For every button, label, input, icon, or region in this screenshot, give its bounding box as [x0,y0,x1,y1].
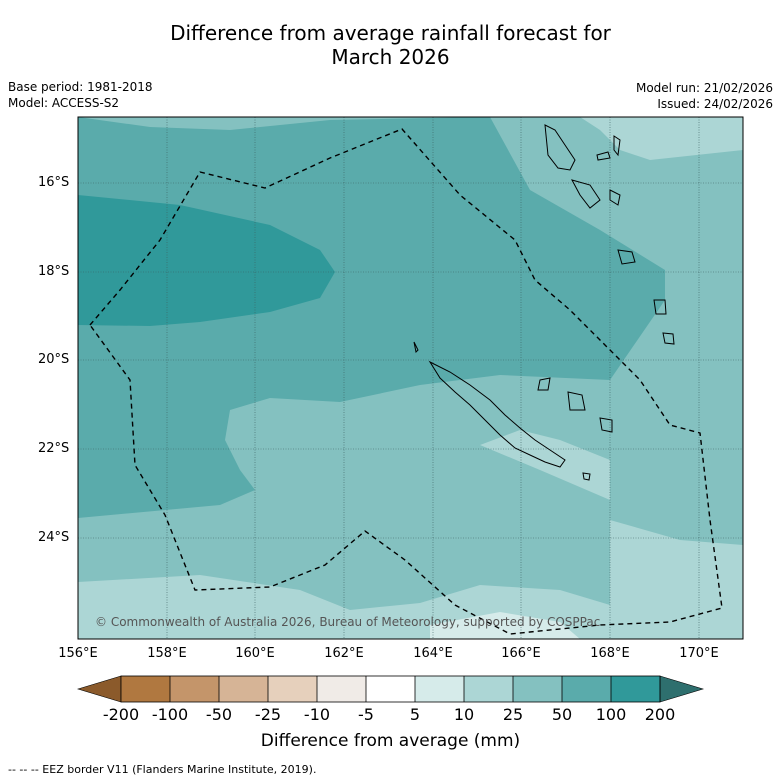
lat-label-24s: 24°S [38,530,70,545]
island-maewo [596,151,611,161]
band-25-50-ne [490,117,743,639]
graticule [78,117,743,639]
colorbar-swatch-5 [317,676,366,702]
lon-label-160e: 160°E [235,646,275,661]
colorbar-swatch-8 [464,676,513,702]
map-title-line2: March 2026 [331,45,450,69]
lon-label-162e: 162°E [324,646,364,661]
colorbar-tick: 10 [453,705,475,724]
band-25-50-top [78,117,500,130]
colorbar [76,675,705,703]
colorbar-tick: -100 [151,705,189,724]
island-erromango [653,299,667,315]
colorbar-swatch-6 [366,676,415,702]
colorbar-swatch-11 [611,676,660,702]
lat-label-22s: 22°S [38,441,70,456]
colorbar-extend-low [76,675,122,703]
island-malekula [571,179,601,209]
map-frame [77,116,744,640]
island-tanna [662,332,675,345]
colorbar-tick: 25 [502,705,524,724]
colorbar-swatch-1 [121,676,170,702]
map-title-line1: Difference from average rainfall forecas… [170,21,611,45]
colorbar-tick: -5 [358,705,374,724]
lat-label-20s: 20°S [38,352,70,367]
lon-label-168e: 168°E [590,646,630,661]
colorbar-swatch-9 [513,676,562,702]
new-caledonia-island [428,360,566,468]
copyright-notice: © Commonwealth of Australia 2026, Bureau… [95,615,601,629]
lat-label-18s: 18°S [38,264,70,279]
colorbar-tick: 100 [595,705,627,724]
model-run: Model run: 21/02/2026 [635,81,773,95]
lon-label-170e: 170°E [679,646,719,661]
colorbar-tick: -10 [303,705,331,724]
eez-border [89,128,723,635]
band-10-25-ne [580,117,743,160]
island-pentecost [613,135,621,157]
colorbar-swatch-7 [415,676,464,702]
base-period: Base period: 1981-2018 [8,80,153,94]
colorbar-label: Difference from average (mm) [260,731,521,751]
colorbar-swatch-10 [562,676,611,702]
island-ambrym [609,189,621,206]
colorbar-outline [120,675,661,703]
colorbar-swatch-4 [268,676,317,702]
colorbar-tick: -25 [254,705,282,724]
island-pines [582,472,591,481]
colorbar-extend-high [659,675,705,703]
colorbar-tick: -200 [102,705,140,724]
band-5-10-south [430,612,580,639]
issued-date: Issued: 24/02/2026 [657,97,773,111]
colorbar-tick: 5 [409,705,421,724]
island-ouvea [537,377,551,391]
band-10-25-se [480,430,743,639]
lat-label-16s: 16°S [38,175,70,190]
island-espiritu-santo [544,124,576,171]
island-belep [413,341,419,354]
lon-label-164e: 164°E [413,646,453,661]
colorbar-swatch-2 [170,676,219,702]
lon-label-156e: 156°E [58,646,98,661]
colorbar-swatch-3 [219,676,268,702]
island-lifou [567,391,586,411]
band-100-200-west [78,195,335,326]
island-efate [617,249,636,265]
colorbar-tick: -50 [205,705,233,724]
lon-label-158e: 158°E [147,646,187,661]
model-name: Model: ACCESS-S2 [8,96,120,110]
colorbar-tick: 50 [551,705,573,724]
colorbar-tick: 200 [644,705,676,724]
island-mare [599,417,613,433]
eez-legend-note: -- -- -- EEZ border V11 (Flanders Marine… [8,763,317,776]
lon-label-166e: 166°E [501,646,541,661]
rainfall-field [78,117,743,639]
